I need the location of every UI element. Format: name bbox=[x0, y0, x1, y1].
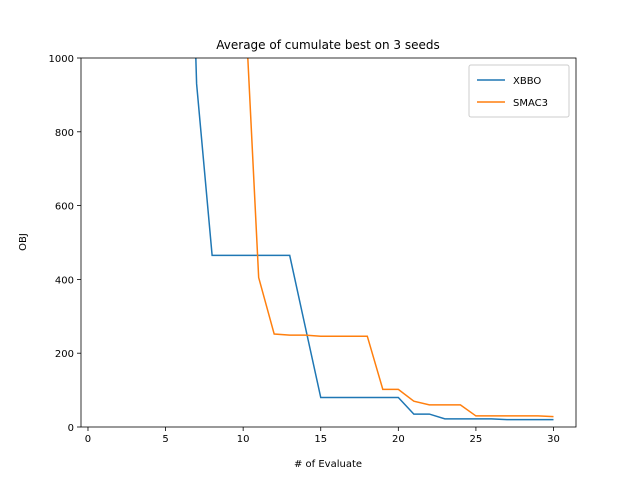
y-tick-label: 1000 bbox=[49, 54, 74, 65]
x-axis-label: # of Evaluate bbox=[294, 459, 362, 470]
y-axis-label: OBJ bbox=[18, 233, 29, 251]
x-tick-label: 15 bbox=[314, 434, 327, 445]
plot-area bbox=[195, 58, 554, 421]
x-tick-label: 5 bbox=[162, 434, 168, 445]
x-tick-label: 0 bbox=[85, 434, 91, 445]
series-line bbox=[247, 58, 554, 418]
chart-title: Average of cumulate best on 3 seeds bbox=[216, 38, 439, 52]
y-tick-label: 800 bbox=[55, 128, 74, 139]
y-tick-label: 400 bbox=[55, 275, 74, 286]
legend-box bbox=[468, 64, 570, 118]
legend-label: XBBO bbox=[513, 76, 541, 87]
y-tick-label: 200 bbox=[55, 349, 74, 360]
plot-frame bbox=[80, 57, 577, 428]
x-tick-label: 10 bbox=[237, 434, 250, 445]
series-line bbox=[195, 58, 554, 421]
y-tick-label: 600 bbox=[55, 202, 74, 213]
x-tick-label: 25 bbox=[470, 434, 483, 445]
x-tick-label: 30 bbox=[547, 434, 560, 445]
legend-label: SMAC3 bbox=[513, 98, 548, 109]
y-tick-label: 0 bbox=[68, 423, 74, 434]
x-tick-label: 20 bbox=[392, 434, 405, 445]
